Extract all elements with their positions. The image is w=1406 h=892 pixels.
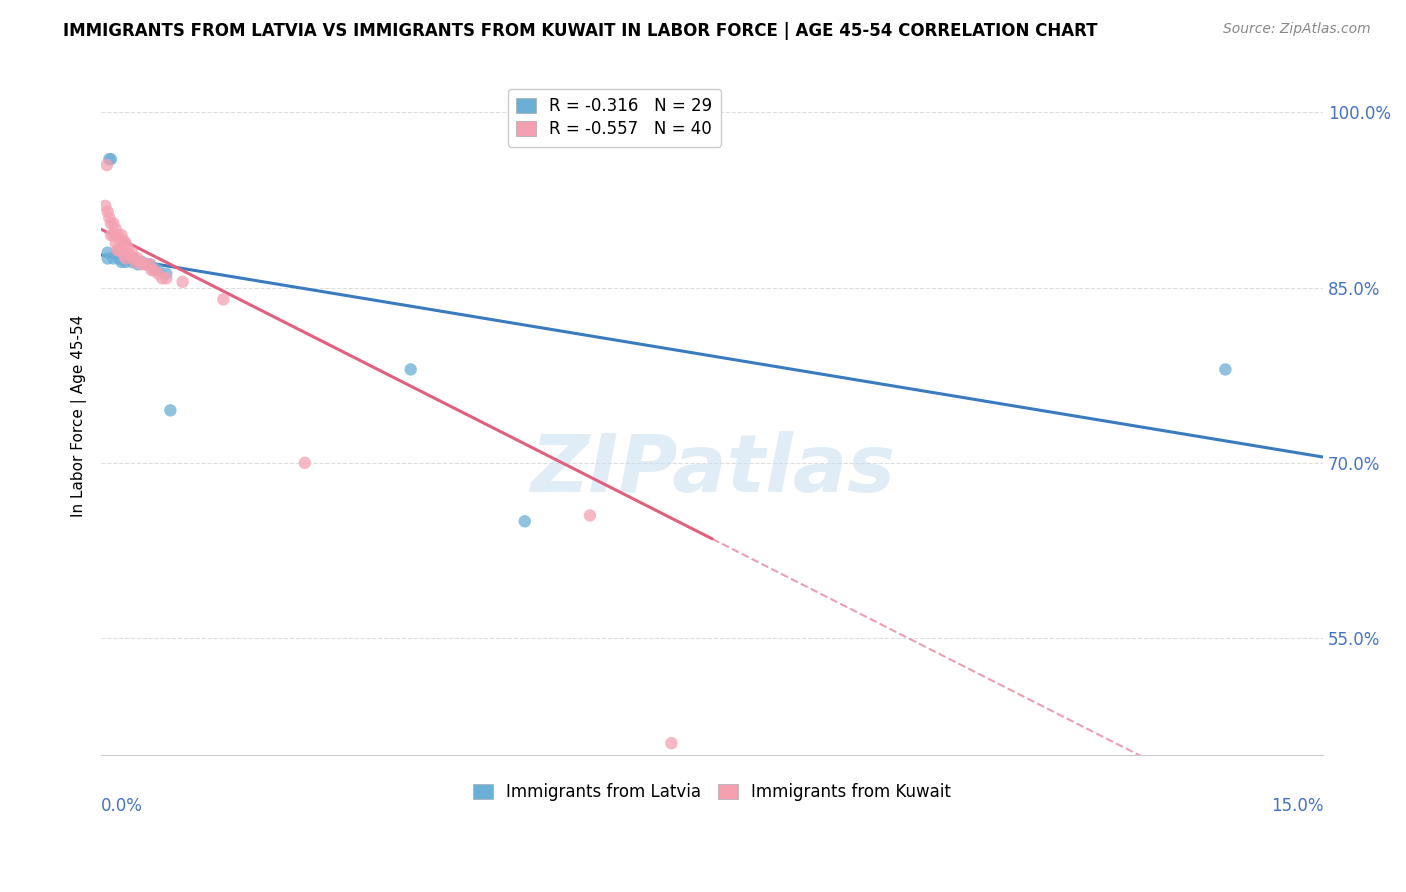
Point — [103, 228, 125, 243]
Point — [97, 204, 120, 219]
Point — [124, 255, 146, 269]
Point — [104, 236, 127, 251]
Point — [100, 228, 122, 243]
Point — [108, 248, 131, 262]
Point — [122, 252, 145, 266]
Point — [118, 248, 141, 262]
Point — [114, 252, 136, 266]
Point — [96, 158, 118, 172]
Point — [1215, 362, 1237, 376]
Point — [143, 260, 166, 275]
Text: IMMIGRANTS FROM LATVIA VS IMMIGRANTS FROM KUWAIT IN LABOR FORCE | AGE 45-54 CORR: IMMIGRANTS FROM LATVIA VS IMMIGRANTS FRO… — [63, 22, 1098, 40]
Point — [110, 244, 132, 258]
Point — [135, 257, 157, 271]
Point — [97, 245, 120, 260]
Point — [143, 263, 166, 277]
Text: 15.0%: 15.0% — [1271, 797, 1323, 814]
Point — [172, 275, 194, 289]
Point — [135, 257, 157, 271]
Point — [114, 255, 136, 269]
Point — [155, 271, 177, 285]
Point — [107, 228, 129, 243]
Point — [294, 456, 316, 470]
Point — [118, 252, 141, 266]
Point — [115, 240, 138, 254]
Point — [146, 267, 169, 281]
Point — [110, 228, 132, 243]
Point — [124, 255, 146, 269]
Point — [127, 257, 149, 271]
Point — [399, 362, 422, 376]
Text: ZIPatlas: ZIPatlas — [530, 432, 894, 509]
Point — [139, 257, 162, 271]
Text: Source: ZipAtlas.com: Source: ZipAtlas.com — [1223, 22, 1371, 37]
Text: 0.0%: 0.0% — [101, 797, 143, 814]
Point — [97, 252, 120, 266]
Point — [108, 244, 131, 258]
Point — [131, 255, 153, 269]
Point — [100, 216, 122, 230]
Point — [94, 199, 117, 213]
Point — [110, 252, 132, 266]
Point — [121, 245, 143, 260]
Point — [104, 222, 127, 236]
Point — [139, 257, 162, 271]
Y-axis label: In Labor Force | Age 45-54: In Labor Force | Age 45-54 — [72, 315, 87, 517]
Point — [112, 248, 135, 262]
Point — [121, 255, 143, 269]
Point — [103, 252, 125, 266]
Legend: Immigrants from Latvia, Immigrants from Kuwait: Immigrants from Latvia, Immigrants from … — [467, 776, 957, 807]
Point — [159, 403, 181, 417]
Point — [212, 293, 235, 307]
Point — [112, 234, 135, 248]
Point — [141, 263, 163, 277]
Point — [100, 152, 122, 166]
Point — [513, 514, 536, 528]
Point — [579, 508, 602, 523]
Point — [103, 216, 125, 230]
Point — [127, 252, 149, 266]
Point — [98, 152, 121, 166]
Point — [114, 252, 136, 266]
Point — [104, 248, 127, 262]
Point — [150, 271, 173, 285]
Point — [146, 263, 169, 277]
Point — [115, 252, 138, 266]
Point — [129, 255, 152, 269]
Point — [155, 267, 177, 281]
Point — [131, 257, 153, 271]
Point — [108, 252, 131, 266]
Point — [114, 236, 136, 251]
Point — [98, 211, 121, 225]
Point — [661, 736, 683, 750]
Point — [110, 255, 132, 269]
Point — [107, 248, 129, 262]
Point — [122, 252, 145, 266]
Point — [108, 232, 131, 246]
Point — [107, 244, 129, 258]
